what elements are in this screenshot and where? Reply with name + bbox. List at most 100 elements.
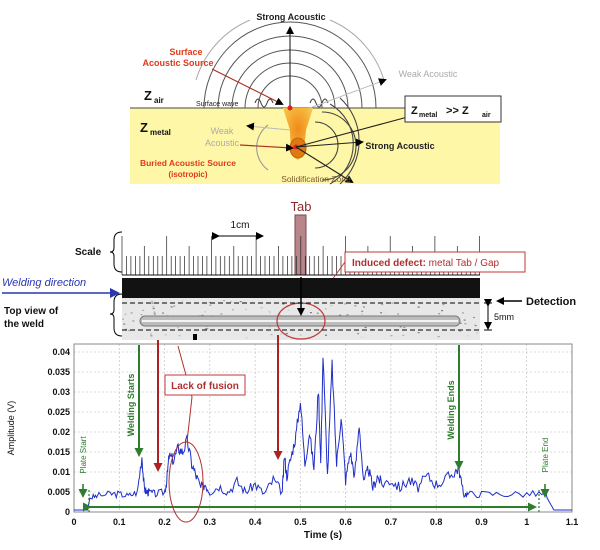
photo-speck: [344, 303, 347, 305]
photo-speck: [122, 318, 124, 320]
photo-speck: [346, 314, 349, 316]
buried-source-label-2: (isotropic): [168, 170, 207, 179]
weak-right-arrow: [309, 78, 387, 109]
photo-speck: [181, 300, 184, 302]
weak-acoustic-right-label: Weak Acoustic: [399, 69, 458, 79]
photo-speck: [268, 311, 271, 314]
x-tick-label: 0.9: [475, 517, 488, 527]
photo-speck: [130, 312, 133, 314]
photo-speck: [403, 326, 406, 329]
photo-speck: [284, 333, 287, 335]
strong-acoustic-right-label: Strong Acoustic: [365, 141, 434, 151]
photo-speck: [442, 304, 445, 306]
surface-wave-left: [254, 98, 274, 108]
photo-speck: [399, 326, 402, 328]
photo-speck: [124, 313, 127, 315]
photo-speck: [402, 334, 405, 336]
z-relation-box: [404, 95, 502, 123]
weld-photo-section: Tab 1cm Scale Induced defect: metal Tab …: [2, 199, 576, 340]
photo-speck: [397, 313, 400, 315]
photo-speck: [381, 303, 384, 306]
photo-speck: [360, 336, 363, 338]
photo-speck: [125, 328, 127, 330]
photo-speck: [201, 314, 204, 316]
x-tick-label: 0.5: [294, 517, 307, 527]
scale-label: Scale: [75, 247, 102, 258]
photo-speck: [330, 305, 333, 307]
photo-speck: [153, 313, 156, 315]
z-air-sub: air: [154, 96, 164, 105]
photo-speck: [239, 301, 242, 303]
solidification-zone-label: Solidification Zone: [281, 174, 351, 184]
photo-speck: [177, 326, 179, 329]
photo-speck: [464, 323, 467, 325]
photo-speck: [244, 308, 247, 310]
dim-label: 5mm: [494, 312, 514, 322]
defect-mark: [193, 334, 197, 340]
photo-speck: [164, 334, 167, 336]
photo-speck: [150, 335, 153, 337]
plate-start-label: Plate Start: [79, 436, 88, 474]
photo-speck: [278, 302, 281, 305]
x-tick-label: 0.2: [158, 517, 171, 527]
photo-speck: [142, 309, 145, 311]
lack-of-fusion-box: [164, 374, 246, 396]
weld-pool: [283, 108, 313, 160]
induced-defect-rest: metal Tab / Gap: [426, 258, 500, 269]
photo-speck: [268, 310, 271, 312]
photo-speck: [361, 310, 364, 312]
y-tick-label: 0.01: [52, 467, 70, 477]
photo-speck: [220, 313, 223, 315]
photo-speck: [361, 313, 364, 315]
welding-direction-label: Welding direction: [2, 277, 86, 289]
photo-speck: [232, 309, 234, 311]
photo-speck: [223, 300, 225, 302]
photo-speck: [339, 314, 342, 316]
z-metal-sub: metal: [150, 128, 171, 137]
photo-speck: [458, 330, 461, 332]
z-relation-metal: metal: [419, 112, 437, 119]
scale-1cm-label: 1cm: [231, 220, 250, 231]
photo-speck: [150, 333, 152, 335]
chart-frame: [73, 343, 573, 513]
x-tick-label: 0.8: [430, 517, 443, 527]
surface-wave-label: Surface wave: [196, 101, 239, 108]
strong-right-arrow: [295, 138, 364, 148]
y-tick-label: 0.03: [52, 387, 70, 397]
photo-speck: [285, 336, 288, 338]
photo-speck: [417, 332, 420, 334]
photo-speck: [132, 320, 135, 322]
photo-speck: [363, 306, 365, 308]
top-view-brace: [109, 293, 123, 337]
photo-speck: [476, 332, 479, 334]
photo-speck: [391, 302, 394, 304]
photo-speck: [417, 306, 420, 308]
photo-speck: [230, 301, 233, 303]
x-tick-label: 1.1: [566, 517, 579, 527]
y-tick-label: 0.005: [47, 487, 70, 497]
x-tick-label: 0.3: [204, 517, 217, 527]
photo-speck: [438, 313, 441, 315]
photo-speck: [278, 314, 281, 316]
photo-speck: [474, 325, 477, 327]
photo-speck: [282, 303, 285, 305]
surface-source-label-1: Surface: [169, 47, 202, 57]
photo-speck: [354, 305, 357, 307]
welding-ends-label: Welding Ends: [446, 380, 456, 439]
surface-source-arrow: [211, 68, 284, 105]
weak-left-arrow: [246, 122, 291, 131]
lack-of-fusion-circle: [168, 441, 204, 523]
z-relation-op: >> Z: [443, 105, 469, 117]
photo-speck: [151, 300, 154, 302]
y-axis-label: Amplitude (V): [6, 401, 16, 456]
induced-defect-bold: Induced defect:: [352, 258, 426, 269]
acoustic-diagram: Strong Acoustic Surface Acoustic Source …: [130, 12, 502, 185]
y-tick-label: 0.02: [52, 427, 70, 437]
photo-speck: [260, 307, 263, 309]
x-axis-label: Time (s): [304, 530, 342, 541]
plate-end-label: Plate End: [541, 438, 550, 473]
x-tick-label: 0.4: [249, 517, 262, 527]
y-tick-label: 0.015: [47, 447, 70, 457]
photo-speck: [297, 308, 300, 310]
photo-speck: [309, 312, 312, 314]
